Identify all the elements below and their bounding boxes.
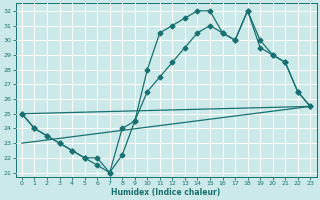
X-axis label: Humidex (Indice chaleur): Humidex (Indice chaleur) [111,188,221,197]
